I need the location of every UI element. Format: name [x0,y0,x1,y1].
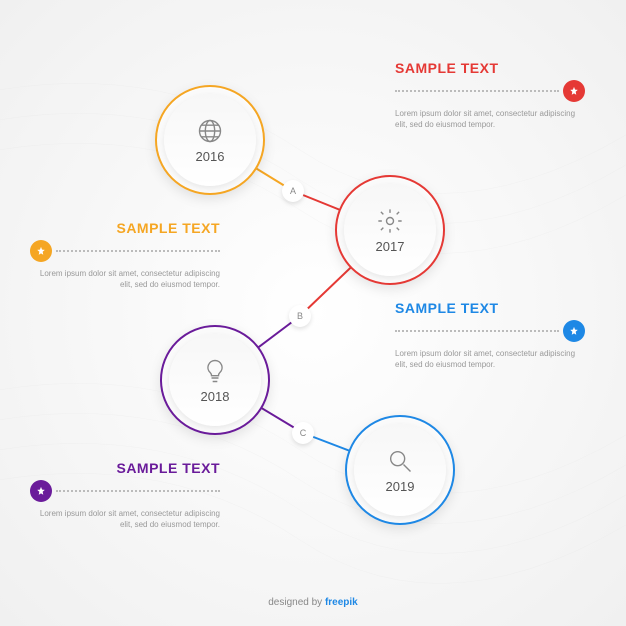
timeline-node-2016: 2016 [155,85,265,195]
connector-label: C [300,428,307,438]
year-label: 2019 [386,479,415,494]
block-body: Lorem ipsum dolor sit amet, consectetur … [30,268,220,290]
block-title: SAMPLE TEXT [395,300,585,316]
text-block-3: SAMPLE TEXT Lorem ipsum dolor sit amet, c… [30,460,220,530]
star-icon [30,480,52,502]
text-block-2: SAMPLE TEXT Lorem ipsum dolor sit amet, c… [395,300,585,370]
credit-brand: freepik [325,597,358,608]
star-icon [563,80,585,102]
block-title: SAMPLE TEXT [30,220,220,236]
infographic-stage: 2016 2017 2018 2019 A B C SAMPLE TEXT Lorem ipsu… [0,0,626,626]
gear-icon [376,207,404,235]
text-block-1: SAMPLE TEXT Lorem ipsum dolor sit amet, c… [30,220,220,290]
connector-dot-c: C [292,422,314,444]
year-label: 2017 [376,239,405,254]
text-block-0: SAMPLE TEXT Lorem ipsum dolor sit amet, c… [395,60,585,130]
timeline-node-2019: 2019 [345,415,455,525]
dotted-rule [395,80,585,102]
timeline-node-2017: 2017 [335,175,445,285]
star-icon [30,240,52,262]
block-body: Lorem ipsum dolor sit amet, consectetur … [395,348,585,370]
connector-label: A [290,186,296,196]
block-title: SAMPLE TEXT [395,60,585,76]
year-label: 2016 [196,149,225,164]
block-title: SAMPLE TEXT [30,460,220,476]
block-body: Lorem ipsum dolor sit amet, consectetur … [30,508,220,530]
dotted-rule [395,320,585,342]
bulb-icon [201,357,229,385]
connector-label: B [297,311,303,321]
block-body: Lorem ipsum dolor sit amet, consectetur … [395,108,585,130]
star-icon [563,320,585,342]
credit-prefix: designed by [268,597,325,608]
year-label: 2018 [201,389,230,404]
credit-line: designed by freepik [0,597,626,608]
dotted-rule [30,480,220,502]
magnifier-icon [386,447,414,475]
timeline-node-2018: 2018 [160,325,270,435]
connector-dot-a: A [282,180,304,202]
connector-dot-b: B [289,305,311,327]
globe-icon [196,117,224,145]
dotted-rule [30,240,220,262]
